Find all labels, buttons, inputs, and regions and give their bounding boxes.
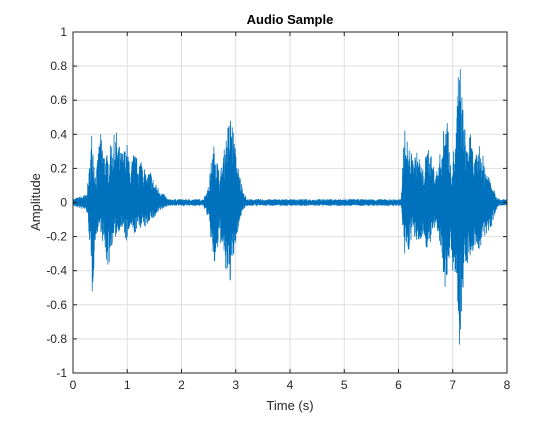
x-tick-label: 7 — [449, 378, 456, 392]
x-axis-label: Time (s) — [266, 398, 313, 413]
x-tick-label: 3 — [232, 378, 239, 392]
y-tick-label: -0.2 — [46, 230, 67, 244]
x-tick-label: 0 — [70, 378, 77, 392]
y-tick-label: -0.6 — [46, 298, 67, 312]
x-tick-label: 6 — [395, 378, 402, 392]
ticks: 0 1 2 3 4 5 6 7 8 -1 -0.8 -0.6 -0.4 -0.2 0 0.2 0.4 0.6 0.8… — [46, 25, 510, 392]
y-tick-label: 0.6 — [50, 93, 67, 107]
y-tick-label: 0.2 — [50, 161, 67, 175]
x-tick-label: 2 — [178, 378, 185, 392]
y-tick-label: 0 — [60, 196, 67, 210]
x-tick-label: 8 — [504, 378, 511, 392]
y-axis-label: Amplitude — [28, 173, 43, 231]
y-tick-label: -0.8 — [46, 332, 67, 346]
audio-waveform-line — [72, 69, 508, 345]
y-tick-label: 0.8 — [50, 59, 67, 73]
y-tick-label: 0.4 — [50, 127, 67, 141]
x-tick-label: 5 — [341, 378, 348, 392]
y-tick-label: -1 — [56, 366, 67, 380]
x-tick-label: 4 — [287, 378, 294, 392]
y-tick-label: 1 — [60, 25, 67, 39]
grid — [72, 31, 508, 374]
x-tick-label: 1 — [124, 378, 131, 392]
chart-title: Audio Sample — [247, 12, 334, 27]
y-tick-label: -0.4 — [46, 264, 67, 278]
plot-area — [72, 69, 508, 345]
